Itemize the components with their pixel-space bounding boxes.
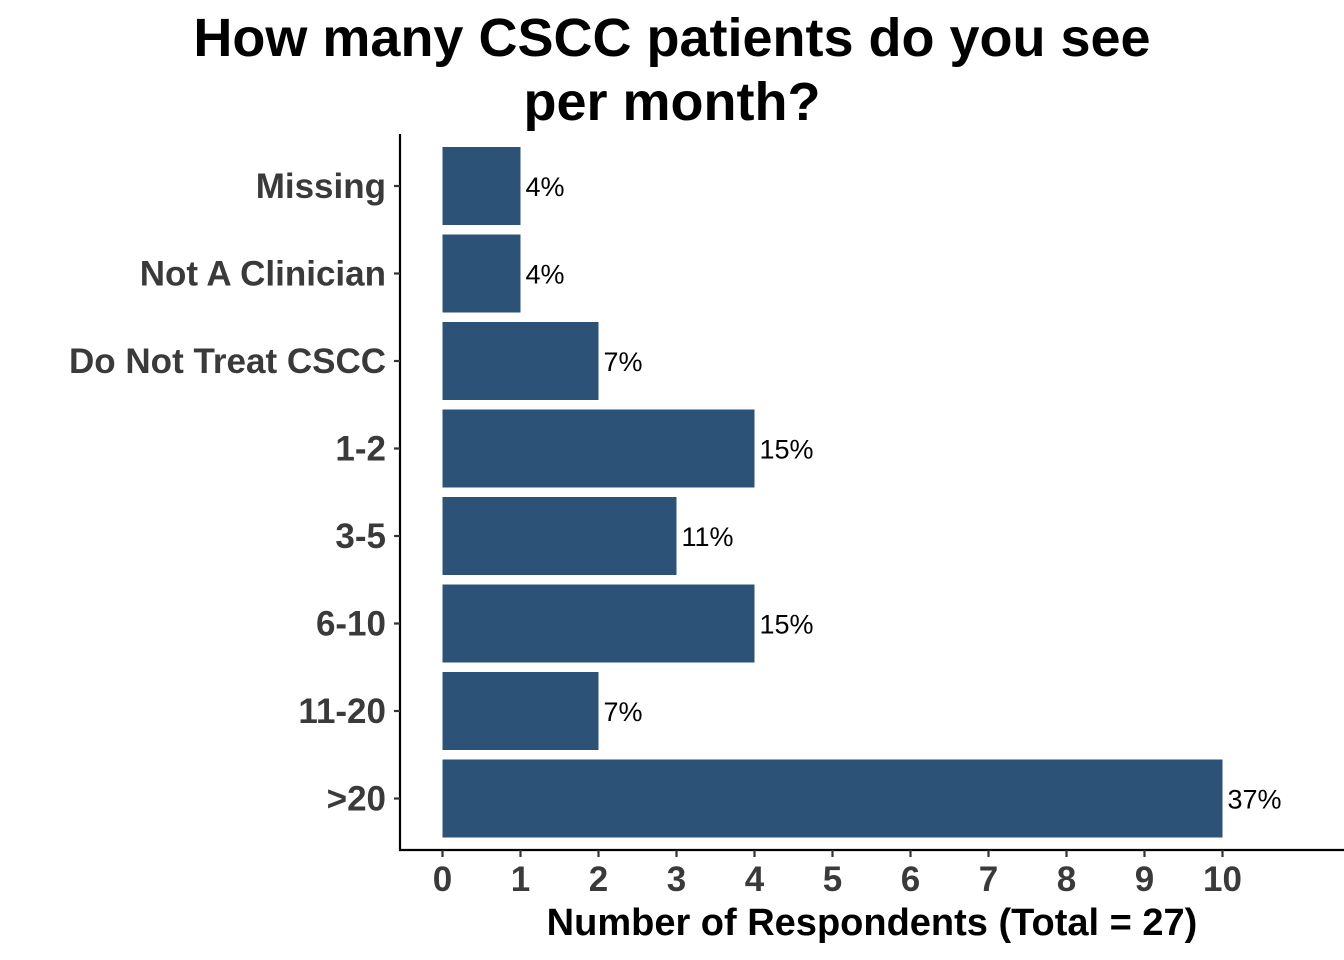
x-tick-label: 2 [589, 860, 608, 899]
data-label: 7% [604, 697, 643, 727]
bars-group [442, 147, 1223, 838]
x-axis-title: Number of Respondents (Total = 27) [547, 902, 1198, 944]
bar [442, 672, 599, 750]
y-tick-label: Missing [256, 167, 386, 206]
y-tick-label: 11-20 [298, 692, 386, 731]
data-label: 7% [604, 347, 643, 377]
x-tick-label: 7 [979, 860, 998, 899]
x-tick-label: 10 [1203, 860, 1242, 899]
bar [442, 759, 1223, 838]
x-axis: 0 1 2 3 4 5 6 7 8 9 10 [399, 848, 1344, 899]
data-label: 15% [760, 610, 814, 640]
data-label: 4% [526, 172, 565, 202]
y-tick-label: Do Not Treat CSCC [69, 342, 386, 381]
bar [442, 322, 599, 400]
data-label: 11% [682, 522, 734, 552]
chart-title-line-2: per month? [524, 72, 821, 132]
y-tick-label: 3-5 [335, 517, 386, 556]
y-axis: Missing Not A Clinician Do Not Treat CSCC 1… [69, 134, 402, 850]
x-tick-label: 5 [823, 860, 842, 899]
chart-title-line-1: How many CSCC patients do you see [193, 8, 1150, 68]
bar [442, 409, 755, 488]
bar [442, 497, 677, 575]
y-tick-label: 6-10 [316, 605, 386, 644]
x-tick-label: 3 [667, 860, 686, 899]
bar [442, 147, 521, 225]
x-tick-label: 4 [745, 860, 765, 899]
data-labels-group: 4% 4% 7% 15% 11% 15% 7% 37% [526, 172, 1282, 815]
chart-title: How many CSCC patients do you see per mo… [193, 8, 1150, 132]
x-tick-label: 0 [433, 860, 452, 899]
y-tick-label: 1-2 [335, 430, 386, 469]
y-tick-label: >20 [327, 780, 386, 819]
data-label: 37% [1228, 785, 1282, 815]
data-label: 4% [526, 260, 565, 290]
data-label: 15% [760, 435, 814, 465]
x-tick-label: 6 [901, 860, 920, 899]
bar [442, 584, 755, 663]
bar [442, 234, 521, 313]
y-tick-label: Not A Clinician [140, 255, 386, 294]
x-tick-label: 8 [1057, 860, 1076, 899]
x-tick-label: 1 [511, 860, 530, 899]
x-tick-label: 9 [1135, 860, 1154, 899]
